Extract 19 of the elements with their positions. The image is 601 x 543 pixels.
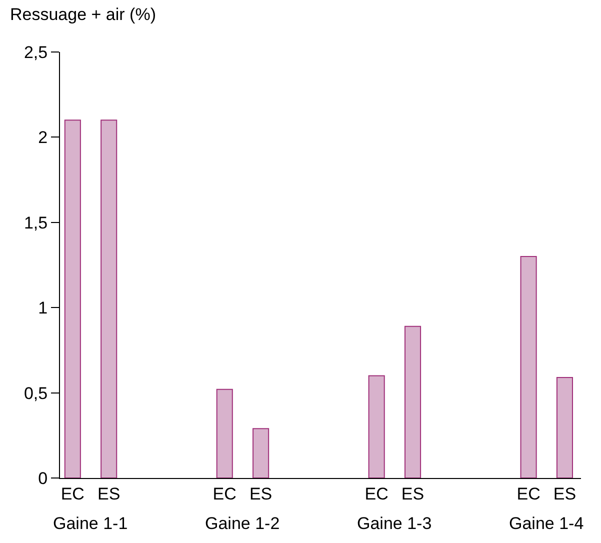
y-axis-title: Ressuage + air (%)	[10, 5, 156, 24]
text: Gaine 1-3	[357, 514, 432, 533]
x-tick-label: EC	[212, 484, 236, 504]
text: Gaine 1-2	[205, 514, 280, 533]
y-tick-label: 1	[38, 298, 48, 318]
x-tick-label: EC	[60, 484, 84, 504]
x-tick-label: EC	[516, 484, 540, 504]
x-tick-label: ES	[553, 484, 576, 504]
y-tick-label: 2,5	[24, 42, 48, 62]
y-tick-label: 0,5	[24, 384, 48, 403]
x-tick-label: EC	[364, 484, 388, 504]
y-tick-label: 2	[38, 128, 48, 148]
y-tick-label: 0	[38, 468, 48, 488]
text: Gaine 1-4	[509, 514, 584, 533]
x-tick-label: ES	[401, 484, 424, 504]
text: Gaine 1-1	[53, 514, 128, 533]
y-tick-label: 1,5	[24, 213, 48, 232]
x-tick-label: ES	[249, 484, 272, 504]
x-tick-label: ES	[97, 484, 120, 504]
